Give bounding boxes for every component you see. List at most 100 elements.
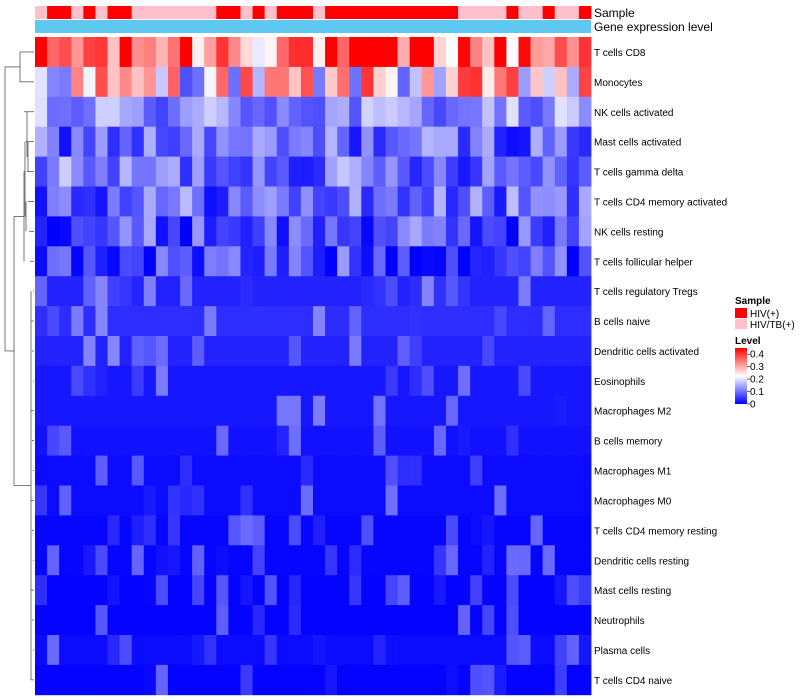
heatmap-cell (530, 485, 544, 516)
heatmap-cell (554, 37, 568, 68)
heatmap-cell (59, 186, 72, 217)
heatmap-cell (119, 605, 133, 636)
heatmap-cell (216, 605, 229, 636)
heatmap-cell (482, 365, 495, 397)
heatmap-cell (228, 96, 241, 128)
heatmap-cell (83, 575, 96, 606)
heatmap-cell (470, 635, 483, 666)
heatmap-cell (518, 545, 531, 576)
heatmap-cell (119, 664, 133, 696)
heatmap-cell (578, 246, 592, 277)
heatmap-cell (566, 66, 580, 98)
heatmap-cell (252, 365, 266, 397)
heatmap-cell (264, 306, 278, 337)
heatmap-cell (530, 605, 544, 636)
heatmap-cell (482, 515, 495, 546)
heatmap-cell (385, 515, 399, 546)
heatmap-cell (542, 66, 556, 98)
heatmap-cell (59, 515, 72, 546)
heatmap-cell (119, 276, 133, 307)
heatmap-cell (373, 575, 386, 606)
heatmap-cell (361, 186, 374, 217)
sample-cell (349, 6, 362, 19)
sample-cell (143, 6, 157, 19)
heatmap-cell (167, 306, 181, 337)
heatmap-cell (264, 246, 278, 277)
heatmap-cell (325, 336, 338, 367)
heatmap-cell (373, 395, 386, 427)
heatmap-cell (530, 395, 544, 427)
heatmap-cell (288, 395, 302, 427)
heatmap-cell (325, 66, 338, 98)
sample-legend-title: Sample (735, 296, 771, 307)
heatmap-cell (494, 66, 507, 98)
heatmap-cell (180, 276, 193, 307)
heatmap-cell (349, 545, 362, 576)
heatmap-cell (276, 365, 290, 397)
heatmap-cell (482, 216, 495, 247)
heatmap-cell (385, 66, 399, 98)
heatmap-cell (458, 156, 471, 187)
heatmap-cell (337, 66, 350, 98)
heatmap-cell (337, 216, 350, 247)
heatmap-cell (131, 635, 145, 666)
level-tick-label: 0 (750, 400, 756, 411)
heatmap-cell (530, 246, 544, 277)
heatmap-cell (180, 515, 193, 546)
heatmap-cell (373, 515, 386, 546)
heatmap-cell (143, 575, 157, 606)
heatmap-cell (518, 37, 531, 68)
heatmap-cell (482, 605, 495, 636)
heatmap-cell (216, 336, 229, 367)
heatmap-cell (155, 545, 169, 576)
heatmap-cell (167, 485, 181, 516)
heatmap-cell (458, 96, 471, 128)
heatmap-cell (337, 635, 350, 666)
heatmap-cell (95, 37, 108, 68)
heatmap-cell (47, 126, 60, 157)
heatmap-cell (494, 276, 507, 307)
heatmap-cell (578, 96, 592, 128)
heatmap-cell (313, 425, 326, 456)
heatmap-cell (300, 216, 314, 247)
heatmap-cell (530, 455, 544, 486)
heatmap-cell (337, 365, 350, 397)
heatmap-cell (349, 664, 362, 696)
heatmap-cell (192, 485, 205, 516)
heatmap-cell (518, 365, 531, 397)
heatmap-cell (482, 395, 495, 427)
heatmap-cell (228, 635, 241, 666)
sample-cell (300, 6, 314, 19)
heatmap-cell (204, 156, 217, 187)
heatmap-cell (228, 37, 241, 68)
heatmap-cell (554, 216, 568, 247)
heatmap-cell (361, 156, 374, 187)
heatmap-cell (470, 455, 483, 486)
heatmap-cell (554, 605, 568, 636)
heatmap-cell (349, 186, 362, 217)
heatmap-cell (385, 336, 399, 367)
heatmap-cell (276, 66, 290, 98)
heatmap-cell (409, 395, 423, 427)
heatmap-cell (506, 575, 519, 606)
heatmap-cell (506, 186, 519, 217)
heatmap-cell (470, 276, 483, 307)
heatmap-cell (276, 664, 290, 696)
heatmap-cell (47, 515, 60, 546)
heatmap-cell (530, 276, 544, 307)
heatmap-cell (276, 246, 290, 277)
sample-cell (554, 6, 568, 19)
heatmap-cell (421, 664, 435, 696)
heatmap-cell (240, 455, 253, 486)
heatmap-cell (276, 96, 290, 128)
heatmap-cell (542, 425, 556, 456)
heatmap-cell (95, 156, 108, 187)
heatmap-cell (470, 664, 483, 696)
heatmap-cell (83, 485, 96, 516)
heatmap-cell (228, 66, 241, 98)
heatmap-cell (470, 37, 483, 68)
sample-cell (373, 6, 386, 19)
heatmap-cell (71, 96, 84, 128)
heatmap-cell (288, 186, 302, 217)
heatmap-cell (204, 365, 217, 397)
